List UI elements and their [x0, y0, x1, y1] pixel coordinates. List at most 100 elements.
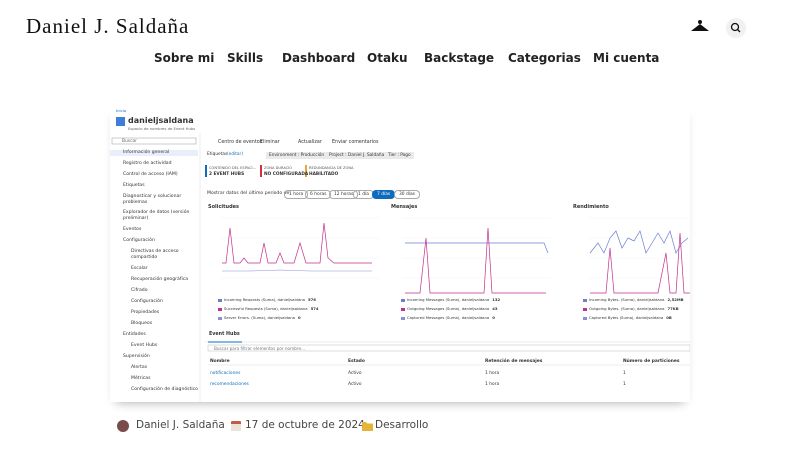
legend-label: Incoming Requests (Suma), danieljsaldana [224, 297, 305, 302]
sidebar-item[interactable]: Configuración [110, 299, 198, 305]
meta-icons [116, 419, 376, 433]
card-value: NO CONFIGURADA [264, 172, 308, 177]
sidebar-item[interactable]: Recuperación geográfica [110, 277, 198, 283]
post-category[interactable]: Desarrollo [375, 419, 428, 431]
site-logo[interactable]: Daniel J. Saldaña [26, 14, 189, 39]
legend-entry: Outgoing Messages (Suma), danieljsaldana… [401, 306, 498, 311]
period-button[interactable]: 30 días [394, 190, 420, 199]
sidebar-item[interactable]: Diagnosticar y solucionar problemas [110, 194, 198, 205]
legend-label: Server Errors. (Suma), danieljsaldana [224, 315, 295, 320]
sidebar-item[interactable]: Propiedades [110, 310, 198, 316]
card-label: REDUNDANCIA DE ZONA [309, 166, 354, 170]
filter-placeholder[interactable]: Buscar para filtrar elementos por nombre… [214, 346, 305, 351]
sidebar-item[interactable]: Bloqueos [110, 321, 198, 327]
table-cell[interactable]: notificaciones [210, 371, 240, 376]
sidebar-item[interactable]: Etiquetas [110, 183, 198, 189]
sidebar-item[interactable]: Directivas de acceso compartido [110, 249, 198, 260]
legend-entry: Incoming Requests (Suma), danieljsaldana… [218, 297, 316, 302]
theme-icon[interactable] [691, 24, 709, 31]
folder-icon [362, 422, 373, 431]
chart-line [590, 233, 690, 293]
nav-link[interactable]: Categorias [508, 51, 581, 65]
table-header: Nombre [210, 359, 230, 364]
table-cell: Activo [348, 382, 362, 387]
card-value: HABILITADO [309, 172, 338, 177]
sidebar-item[interactable]: Métricas [110, 376, 198, 382]
legend-label: Incoming Bytes. (Suma), danieljsaldana [589, 297, 664, 302]
toolbar-button[interactable]: Eliminar [260, 140, 280, 145]
legend-value: 0 [298, 315, 301, 320]
legend-swatch [583, 308, 587, 311]
legend-value: 132 [492, 297, 500, 302]
theme-icon-dot [698, 20, 702, 24]
sidebar-item[interactable]: Eventos [110, 227, 198, 233]
table-cell: Activo [348, 371, 362, 376]
period-button[interactable]: 7 días [372, 190, 395, 199]
legend-entry: Incoming Messages (Suma), danieljsaldana… [401, 297, 500, 302]
tags-edit[interactable]: (editar) [227, 152, 243, 157]
sidebar-item[interactable]: Escalar [110, 266, 198, 272]
legend-value: 43 [492, 306, 497, 311]
toolbar-button[interactable]: Centro de eventos [218, 140, 262, 145]
table-cell: 1 hora [485, 371, 499, 376]
nav-link[interactable]: Otaku [367, 51, 408, 65]
period-button[interactable]: 6 horas [305, 190, 331, 199]
table-header: Número de particiones [623, 359, 679, 364]
search-button[interactable] [726, 18, 746, 38]
nav-link[interactable]: Mi cuenta [593, 51, 659, 65]
tag-pill: Project : Daniel J. Saldaña [326, 152, 387, 159]
nav-link[interactable]: Backstage [424, 51, 494, 65]
sidebar-item[interactable]: Alertas [110, 365, 198, 371]
table-cell[interactable]: recomendaciones [210, 382, 249, 387]
tab[interactable]: Event Hubs [209, 332, 240, 337]
legend-entry: Captured Messages (Suma), danieljsaldana… [401, 315, 495, 320]
chart-line [590, 231, 688, 253]
sidebar-item[interactable]: Cifrado [110, 288, 198, 294]
sidebar-item[interactable]: Event Hubs [110, 343, 198, 349]
legend-value: 574 [311, 306, 319, 311]
card-bar [205, 165, 207, 177]
sidebar-item[interactable]: Registro de actividad [110, 161, 198, 167]
legend-entry: Captured Bytes (Suma), danieljsaldana0B [583, 315, 672, 320]
sidebar-item[interactable]: Configuración [110, 238, 198, 244]
legend-swatch [583, 317, 587, 320]
legend-value: 2,52MB [667, 297, 683, 302]
nav-link[interactable]: Dashboard [282, 51, 355, 65]
legend-entry: Successful Requests (Suma), danieljsalda… [218, 306, 319, 311]
chart-line [222, 223, 372, 263]
sidebar-item[interactable]: Configuración de diagnóstico [110, 387, 198, 393]
toolbar-button[interactable]: Actualizar [298, 140, 322, 145]
table-header: Retención de mensajes [485, 359, 542, 364]
resource-title: danieljsaldana [128, 116, 194, 125]
resource-subtitle: Espacio de nombres de Event Hubs [128, 126, 195, 131]
portal-screenshot: Inicio danieljsaldana Espacio de nombres… [110, 103, 690, 402]
nav-link[interactable]: Sobre mi [154, 51, 214, 65]
sidebar-item[interactable]: Explorador de datos (versión preliminar) [110, 210, 198, 221]
sidebar-item[interactable]: Información general [110, 150, 198, 156]
header-icons [688, 18, 748, 38]
nav-link[interactable]: Skills [227, 51, 263, 65]
chart-title: Rendimiento [573, 204, 609, 210]
legend-value: 0B [666, 315, 672, 320]
sidebar-item[interactable]: Supervisión [110, 354, 198, 360]
legend-label: Captured Bytes (Suma), danieljsaldana [589, 315, 663, 320]
legend-swatch [583, 299, 587, 302]
legend-value: 77KB [667, 306, 678, 311]
card-value: 2 EVENT HUBS [209, 172, 244, 177]
table-cell: 1 hora [485, 382, 499, 387]
legend-entry: Outgoing Bytes. (Suma), danieljsaldana77… [583, 306, 679, 311]
card-bar [260, 165, 262, 177]
tags-label: Etiquetas [207, 152, 227, 157]
legend-entry: Server Errors. (Suma), danieljsaldana0 [218, 315, 301, 320]
search-placeholder[interactable]: Buscar [122, 139, 137, 144]
legend-value: 0 [492, 315, 495, 320]
toolbar-button[interactable]: Enviar comentarios [332, 140, 378, 145]
chart-title: Mensajes [391, 204, 417, 210]
sidebar-item[interactable]: Control de acceso (IAM) [110, 172, 198, 178]
sidebar-item[interactable]: Entidades [110, 332, 198, 338]
tag-pill: Tier : Pago [385, 152, 414, 159]
period-button[interactable]: 1 día [353, 190, 374, 199]
breadcrumb[interactable]: Inicio [116, 108, 126, 113]
table-cell: 1 [623, 382, 626, 387]
